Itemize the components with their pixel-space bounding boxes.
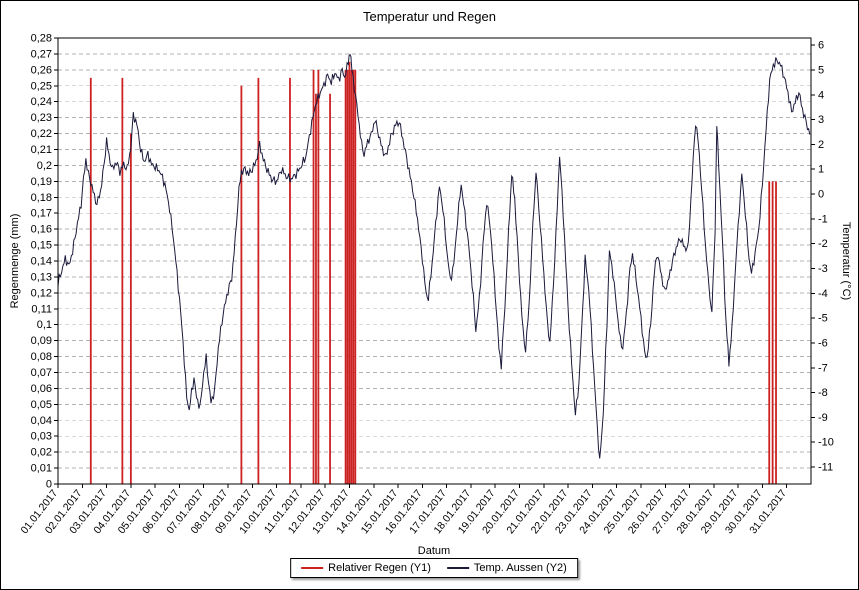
- y-axis-right-label: Temperatur (°C): [840, 221, 852, 301]
- svg-text:0,19: 0,19: [31, 176, 52, 188]
- svg-text:3: 3: [818, 114, 824, 126]
- svg-text:0,12: 0,12: [31, 287, 52, 299]
- svg-text:6: 6: [818, 40, 824, 52]
- legend-item-temperature: Temp. Aussen (Y2): [446, 562, 567, 574]
- svg-text:0,14: 0,14: [31, 256, 52, 268]
- temperature-line-icon: [446, 567, 469, 569]
- svg-text:0,04: 0,04: [31, 415, 52, 427]
- y-axis-left-label: Regenmenge (mm): [9, 213, 21, 309]
- svg-text:0,25: 0,25: [31, 80, 52, 92]
- svg-text:0,08: 0,08: [31, 351, 52, 363]
- svg-text:0,2: 0,2: [37, 160, 52, 172]
- svg-text:-11: -11: [818, 462, 833, 474]
- svg-text:0,01: 0,01: [31, 463, 52, 475]
- legend-label-rain: Relativer Regen (Y1): [328, 562, 431, 574]
- legend-label-temperature: Temp. Aussen (Y2): [473, 562, 567, 574]
- svg-text:0,28: 0,28: [31, 33, 52, 45]
- svg-text:-1: -1: [818, 213, 828, 225]
- svg-text:0,02: 0,02: [31, 447, 52, 459]
- svg-text:1: 1: [818, 164, 824, 176]
- svg-text:0: 0: [46, 479, 52, 491]
- svg-text:0,17: 0,17: [31, 208, 52, 220]
- svg-text:-8: -8: [818, 387, 828, 399]
- svg-text:-3: -3: [818, 263, 828, 275]
- svg-text:0,18: 0,18: [31, 192, 52, 204]
- svg-text:-7: -7: [818, 362, 828, 374]
- svg-text:0,11: 0,11: [31, 303, 52, 315]
- svg-text:0,16: 0,16: [31, 224, 52, 236]
- svg-text:0,22: 0,22: [31, 128, 52, 140]
- svg-text:0,05: 0,05: [31, 399, 52, 411]
- legend-item-rain: Relativer Regen (Y1): [301, 562, 431, 574]
- svg-text:-2: -2: [818, 238, 828, 250]
- svg-text:0,07: 0,07: [31, 367, 52, 379]
- svg-text:-5: -5: [818, 313, 828, 325]
- svg-text:0,15: 0,15: [31, 240, 52, 252]
- svg-text:0,09: 0,09: [31, 335, 52, 347]
- svg-text:0: 0: [818, 189, 824, 201]
- svg-text:-6: -6: [818, 337, 828, 349]
- svg-text:0,23: 0,23: [31, 112, 52, 124]
- svg-text:-4: -4: [818, 288, 828, 300]
- svg-text:0,26: 0,26: [31, 64, 52, 76]
- svg-text:0,21: 0,21: [31, 144, 52, 156]
- svg-text:5: 5: [818, 64, 824, 76]
- svg-text:-10: -10: [818, 437, 834, 449]
- chart-legend: Relativer Regen (Y1) Temp. Aussen (Y2): [290, 558, 578, 578]
- svg-text:-9: -9: [818, 412, 828, 424]
- svg-text:0,03: 0,03: [31, 431, 52, 443]
- svg-text:0,06: 0,06: [31, 383, 52, 395]
- chart-title: Temperatur und Regen: [363, 9, 496, 24]
- svg-text:2: 2: [818, 139, 824, 151]
- svg-text:0,13: 0,13: [31, 271, 52, 283]
- svg-text:4: 4: [818, 89, 824, 101]
- svg-text:0,1: 0,1: [37, 319, 52, 331]
- svg-text:0,24: 0,24: [31, 96, 52, 108]
- svg-text:0,27: 0,27: [31, 48, 52, 60]
- x-axis-label: Datum: [417, 545, 451, 557]
- rain-line-icon: [301, 567, 324, 569]
